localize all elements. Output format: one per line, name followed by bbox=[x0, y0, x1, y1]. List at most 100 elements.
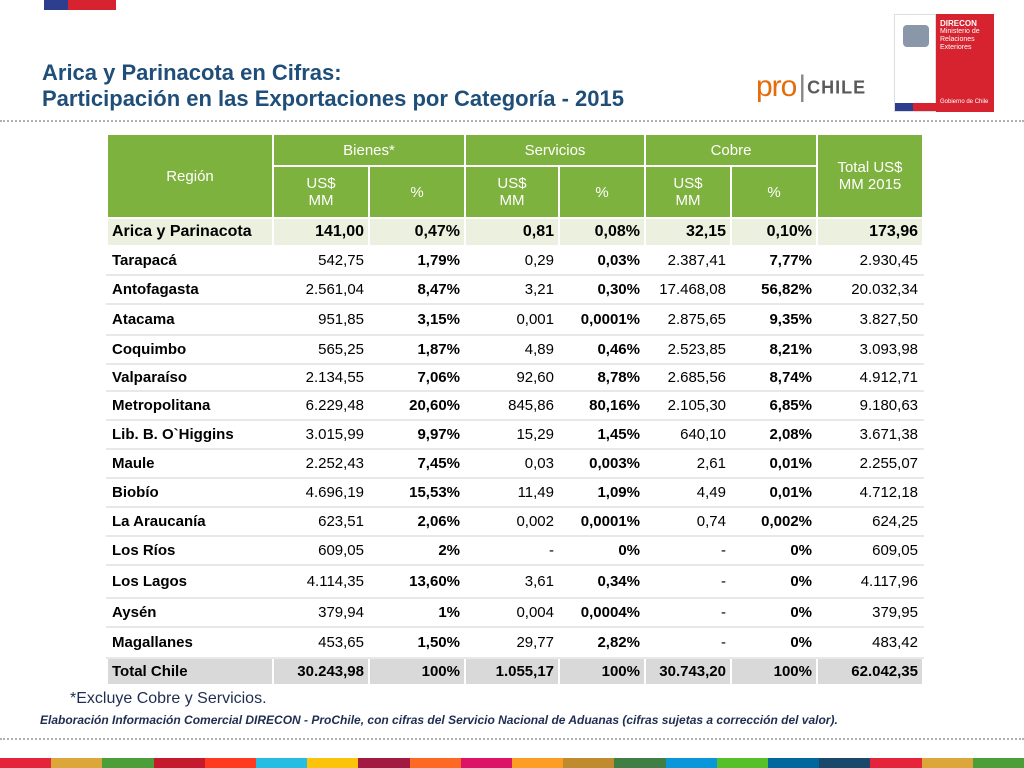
cell-cobre-usd: 4,49 bbox=[644, 477, 732, 508]
cell-bienes-pct: 15,53% bbox=[368, 477, 466, 508]
cell-region: Magallanes bbox=[106, 626, 274, 659]
header-servicios: Servicios bbox=[464, 133, 646, 167]
color-segment bbox=[512, 758, 564, 768]
header-bienes: Bienes* bbox=[272, 133, 466, 167]
header-cobre-usd: US$ MM bbox=[644, 165, 732, 219]
table-row: Arica y Parinacota 141,00 0,47% 0,81 0,08% 32… bbox=[106, 217, 924, 247]
prochile-logo: pro| CHILE bbox=[756, 70, 866, 104]
color-segment bbox=[0, 758, 52, 768]
cell-region: Tarapacá bbox=[106, 245, 274, 276]
government-badge: DIRECON Ministerio de Relaciones Exterio… bbox=[894, 14, 994, 112]
header-cobre: Cobre bbox=[644, 133, 818, 167]
cell-cobre-pct: 0,10% bbox=[730, 217, 818, 247]
footnote: *Excluye Cobre y Servicios. bbox=[70, 690, 267, 707]
cell-cobre-pct: 0% bbox=[730, 564, 818, 599]
table-row: Biobío 4.696,19 15,53% 11,49 1,09% 4,49 0,01% 4… bbox=[106, 477, 924, 508]
cell-region: Lib. B. O`Higgins bbox=[106, 419, 274, 450]
cell-servicios-pct: 0,46% bbox=[558, 334, 646, 365]
table-row: Atacama 951,85 3,15% 0,001 0,0001% 2.875,65 9,… bbox=[106, 303, 924, 336]
cell-bienes-pct: 8,47% bbox=[368, 274, 466, 305]
cell-total: 624,25 bbox=[816, 506, 924, 537]
table-row: La Araucanía 623,51 2,06% 0,002 0,0001% 0,74 0… bbox=[106, 506, 924, 537]
cell-region: Arica y Parinacota bbox=[106, 217, 274, 247]
cell-cobre-usd: - bbox=[644, 535, 732, 566]
color-segment bbox=[563, 758, 615, 768]
cell-cobre-pct: 8,74% bbox=[730, 363, 818, 392]
cell-region: Metropolitana bbox=[106, 390, 274, 421]
logo-pro-text: pro bbox=[756, 70, 797, 103]
table-row: Aysén 379,94 1% 0,004 0,0004% -0% 379,95 bbox=[106, 597, 924, 628]
cell-cobre-usd: 2.875,65 bbox=[644, 303, 732, 336]
direcon-panel: DIRECON Ministerio de Relaciones Exterio… bbox=[936, 14, 994, 112]
cell-total: 3.093,98 bbox=[816, 334, 924, 365]
header-divider bbox=[0, 120, 1024, 122]
cell-cobre-usd: 640,10 bbox=[644, 419, 732, 450]
cell-bienes-pct: 1,79% bbox=[368, 245, 466, 276]
cell-bienes-usd: 623,51 bbox=[272, 506, 370, 537]
cell-bienes-pct: 0,47% bbox=[368, 217, 466, 247]
cell-cobre-pct: 7,77% bbox=[730, 245, 818, 276]
cell-bienes-usd: 3.015,99 bbox=[272, 419, 370, 450]
logo-separator: | bbox=[798, 70, 806, 103]
cell-bienes-usd: 141,00 bbox=[272, 217, 370, 247]
cell-cobre-usd: - bbox=[644, 597, 732, 628]
color-segment bbox=[768, 758, 820, 768]
footer-divider bbox=[0, 738, 1024, 740]
color-segment bbox=[102, 758, 154, 768]
cell-servicios-pct: 1,09% bbox=[558, 477, 646, 508]
ministry-label: Ministerio de Relaciones Exteriores bbox=[940, 28, 980, 51]
header-total: Total US$ MM 2015 bbox=[816, 133, 924, 219]
table-row: Magallanes 453,65 1,50% 29,77 2,82% -0% 483,42 bbox=[106, 626, 924, 659]
source-note: Elaboración Información Comercial DIRECO… bbox=[40, 713, 838, 727]
cell-servicios-usd: 15,29 bbox=[464, 419, 560, 450]
cell-region: Biobío bbox=[106, 477, 274, 508]
cell-total: 20.032,34 bbox=[816, 274, 924, 305]
cell-bienes-usd: 379,94 bbox=[272, 597, 370, 628]
total-cell-servicios-pct: 100% bbox=[558, 657, 646, 686]
table-row: Maule 2.252,43 7,45% 0,03 0,003% 2,61 0,01% 2.2… bbox=[106, 448, 924, 479]
cell-cobre-usd: 32,15 bbox=[644, 217, 732, 247]
cell-region: Coquimbo bbox=[106, 334, 274, 365]
cell-servicios-pct: 0,0004% bbox=[558, 597, 646, 628]
table-row: Lib. B. O`Higgins 3.015,99 9,97% 15,29 1,45%… bbox=[106, 419, 924, 450]
cell-cobre-usd: 2.523,85 bbox=[644, 334, 732, 365]
bottom-color-bar bbox=[0, 758, 1024, 768]
cell-cobre-usd: 2.387,41 bbox=[644, 245, 732, 276]
cell-cobre-pct: 0% bbox=[730, 626, 818, 659]
cell-servicios-pct: 0,03% bbox=[558, 245, 646, 276]
page-title: Arica y Parinacota en Cifras: Participac… bbox=[42, 60, 624, 112]
cell-bienes-pct: 7,06% bbox=[368, 363, 466, 392]
header-servicios-pct: % bbox=[558, 165, 646, 219]
cell-bienes-pct: 3,15% bbox=[368, 303, 466, 336]
cell-servicios-usd: 3,21 bbox=[464, 274, 560, 305]
cell-servicios-pct: 0% bbox=[558, 535, 646, 566]
header-cobre-pct: % bbox=[730, 165, 818, 219]
cell-total: 4.712,18 bbox=[816, 477, 924, 508]
cell-servicios-pct: 0,08% bbox=[558, 217, 646, 247]
color-segment bbox=[153, 758, 205, 768]
color-segment bbox=[921, 758, 973, 768]
cell-bienes-usd: 951,85 bbox=[272, 303, 370, 336]
cell-bienes-pct: 1,87% bbox=[368, 334, 466, 365]
cell-cobre-pct: 56,82% bbox=[730, 274, 818, 305]
exports-table: Región Bienes* Servicios Cobre Total US$… bbox=[106, 133, 924, 686]
top-flag-stripe bbox=[44, 0, 116, 10]
cell-bienes-usd: 2.561,04 bbox=[272, 274, 370, 305]
cell-bienes-usd: 6.229,48 bbox=[272, 390, 370, 421]
color-segment bbox=[614, 758, 666, 768]
color-segment bbox=[665, 758, 717, 768]
header-region: Región bbox=[106, 133, 274, 219]
table-row: Los Ríos 609,05 2% -0% -0% 609,05 bbox=[106, 535, 924, 566]
cell-cobre-pct: 8,21% bbox=[730, 334, 818, 365]
gobierno-label: Gobierno de Chile bbox=[940, 99, 989, 105]
total-cell-region: Total Chile bbox=[106, 657, 274, 686]
cell-region: La Araucanía bbox=[106, 506, 274, 537]
cell-cobre-pct: 0,01% bbox=[730, 448, 818, 479]
cell-servicios-usd: 0,004 bbox=[464, 597, 560, 628]
cell-region: Aysén bbox=[106, 597, 274, 628]
total-cell-cobre-usd: 30.743,20 bbox=[644, 657, 732, 686]
total-cell-bienes-usd: 30.243,98 bbox=[272, 657, 370, 686]
cell-region: Valparaíso bbox=[106, 363, 274, 392]
cell-total: 3.827,50 bbox=[816, 303, 924, 336]
header-servicios-usd: US$ MM bbox=[464, 165, 560, 219]
